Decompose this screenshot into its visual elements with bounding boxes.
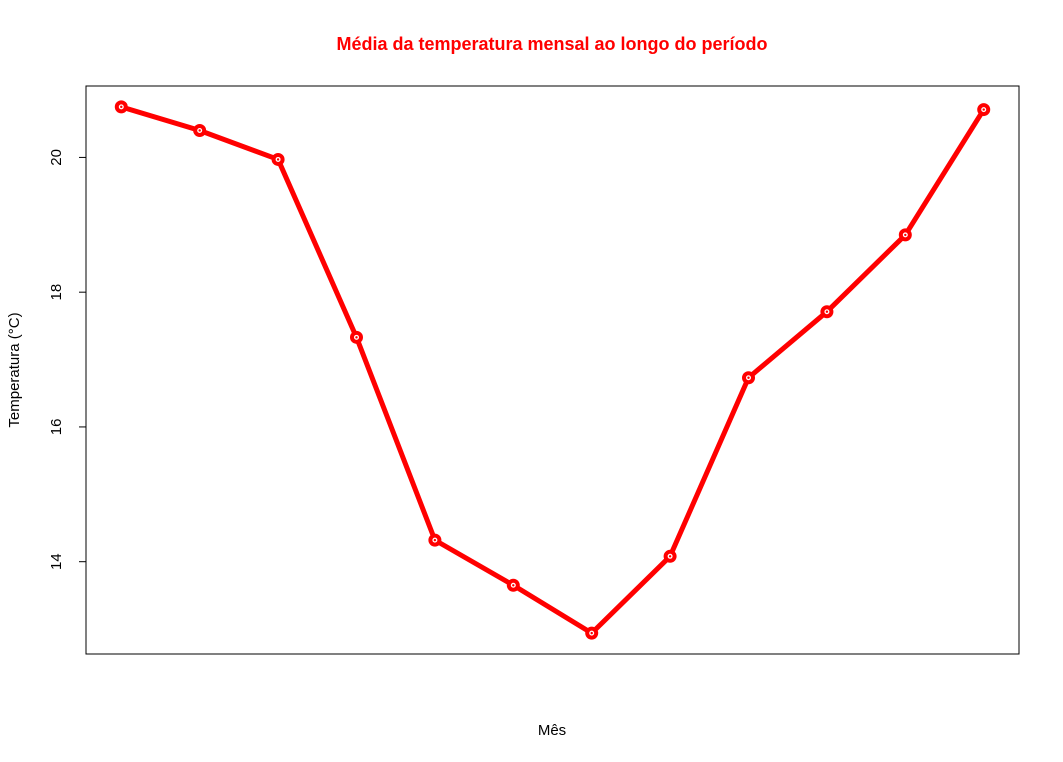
- series-line: [118, 104, 987, 636]
- y-tick-label: 20: [48, 149, 65, 166]
- x-axis-label: Mês: [538, 722, 566, 739]
- data-point-center: [982, 108, 985, 111]
- y-tick-label: 16: [48, 419, 65, 436]
- y-axis-label: Temperatura (°C): [6, 312, 23, 427]
- data-point-center: [355, 336, 358, 339]
- data-point-center: [276, 158, 280, 161]
- plot-frame: [85, 85, 1020, 655]
- data-point-center: [590, 631, 593, 635]
- data-point-center: [512, 584, 515, 587]
- data-point-center: [433, 538, 437, 542]
- chart-title: Média da temperatura mensal ao longo do …: [336, 34, 767, 54]
- y-tick-label: 14: [48, 553, 65, 570]
- y-tick-label: 18: [48, 284, 65, 301]
- data-point-center: [904, 233, 907, 237]
- series-layer: [114, 100, 991, 640]
- data-point-center: [825, 310, 829, 313]
- data-point-center: [120, 105, 123, 109]
- data-point-center: [198, 129, 201, 132]
- y-axis: 14 16 18 20: [48, 149, 87, 570]
- data-point-center: [747, 376, 750, 379]
- data-point-center: [668, 555, 672, 558]
